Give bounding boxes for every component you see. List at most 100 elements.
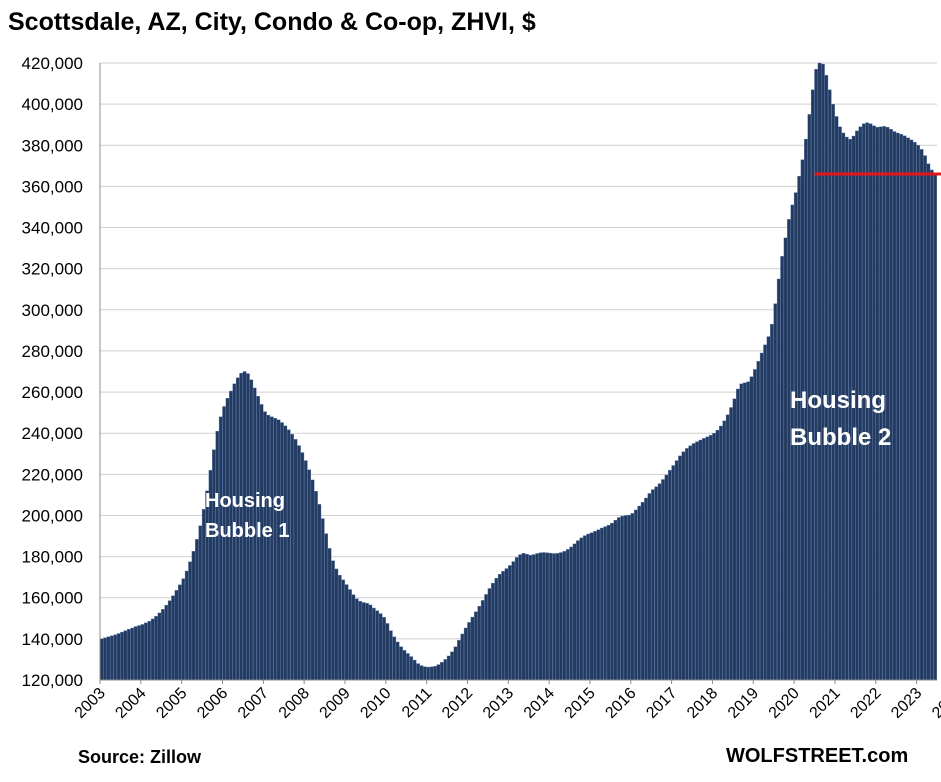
y-tick-label: 380,000 bbox=[22, 136, 83, 155]
x-tick-label: 2024 bbox=[929, 685, 941, 722]
bar bbox=[195, 539, 199, 681]
bar bbox=[579, 537, 584, 681]
bar bbox=[729, 407, 733, 681]
bar bbox=[276, 419, 281, 681]
bar bbox=[150, 618, 155, 681]
bar bbox=[147, 621, 152, 681]
bar bbox=[286, 429, 291, 681]
bar bbox=[116, 633, 121, 681]
bar bbox=[766, 336, 771, 681]
bar bbox=[565, 549, 570, 681]
bar bbox=[559, 552, 563, 681]
bar bbox=[399, 646, 403, 681]
bar bbox=[603, 526, 607, 681]
bar bbox=[317, 504, 322, 681]
bar bbox=[120, 631, 124, 681]
bar bbox=[919, 149, 924, 681]
bar bbox=[647, 493, 652, 681]
y-tick-label: 420,000 bbox=[22, 54, 83, 73]
bar bbox=[572, 543, 577, 681]
bar bbox=[759, 352, 764, 681]
annotation-line: Housing bbox=[205, 490, 285, 512]
bar bbox=[463, 627, 468, 681]
y-tick-labels: 120,000 140,000 160,000 180,000 200,000 220,0… bbox=[22, 54, 83, 690]
bar bbox=[681, 451, 686, 681]
axes bbox=[99, 63, 937, 684]
bar bbox=[508, 565, 512, 681]
bar bbox=[569, 546, 573, 681]
bar bbox=[678, 455, 682, 681]
bar bbox=[198, 525, 203, 681]
bar bbox=[368, 604, 373, 681]
bar bbox=[518, 554, 522, 681]
bar bbox=[106, 636, 111, 681]
bar bbox=[331, 560, 335, 681]
bar bbox=[310, 479, 315, 681]
bar bbox=[627, 514, 631, 681]
bar bbox=[902, 135, 907, 681]
y-tick-label: 180,000 bbox=[22, 548, 83, 567]
bar bbox=[406, 653, 410, 681]
bar bbox=[545, 552, 550, 681]
annotation-housing-bubble-2: Housing Bubble 2 bbox=[790, 387, 893, 451]
bar bbox=[661, 479, 665, 681]
y-tick-label: 300,000 bbox=[22, 301, 83, 320]
bar bbox=[535, 553, 539, 681]
bar bbox=[314, 491, 318, 681]
bar bbox=[337, 574, 342, 681]
bar bbox=[372, 607, 376, 681]
bar bbox=[746, 381, 750, 681]
bar bbox=[640, 502, 645, 681]
bar bbox=[814, 68, 818, 681]
x-tick-label: 2016 bbox=[602, 685, 639, 722]
bar bbox=[419, 665, 424, 681]
bar bbox=[351, 594, 356, 681]
bar bbox=[610, 522, 614, 681]
x-tick-label: 2017 bbox=[643, 685, 680, 722]
bar bbox=[654, 486, 659, 681]
bar bbox=[501, 571, 505, 681]
bar bbox=[722, 420, 727, 681]
bar bbox=[375, 610, 380, 681]
brand-watermark: WOLFSTREET.com bbox=[726, 745, 909, 767]
y-tick-label: 120,000 bbox=[22, 671, 83, 690]
bar bbox=[514, 557, 519, 681]
bar bbox=[892, 131, 897, 681]
bar bbox=[923, 155, 927, 681]
bar bbox=[259, 404, 264, 681]
bar bbox=[725, 414, 730, 681]
bar bbox=[770, 324, 774, 681]
x-tick-label: 2018 bbox=[684, 685, 721, 722]
bar-series bbox=[99, 62, 938, 681]
bar bbox=[127, 629, 131, 681]
bar bbox=[695, 441, 699, 681]
bar bbox=[821, 63, 825, 681]
bar bbox=[348, 589, 352, 681]
bar bbox=[562, 551, 567, 681]
bar bbox=[504, 568, 509, 681]
bar bbox=[416, 663, 420, 681]
bar bbox=[378, 613, 383, 681]
bar bbox=[926, 163, 931, 681]
bar bbox=[263, 411, 267, 681]
bar bbox=[651, 489, 655, 681]
bar bbox=[164, 604, 169, 681]
bar bbox=[763, 344, 767, 681]
x-tick-label: 2004 bbox=[112, 685, 149, 722]
bar bbox=[361, 602, 366, 681]
bar bbox=[133, 626, 138, 681]
bar bbox=[110, 635, 114, 681]
bar bbox=[668, 470, 672, 681]
bar bbox=[467, 622, 471, 681]
bar bbox=[606, 524, 611, 681]
bar bbox=[756, 361, 761, 681]
bar bbox=[576, 540, 580, 681]
bar bbox=[269, 416, 274, 681]
bar bbox=[320, 518, 325, 681]
bar bbox=[171, 595, 175, 681]
bar bbox=[436, 664, 441, 681]
x-tick-label: 2021 bbox=[807, 685, 844, 722]
bar bbox=[167, 600, 172, 681]
bar bbox=[480, 600, 485, 681]
